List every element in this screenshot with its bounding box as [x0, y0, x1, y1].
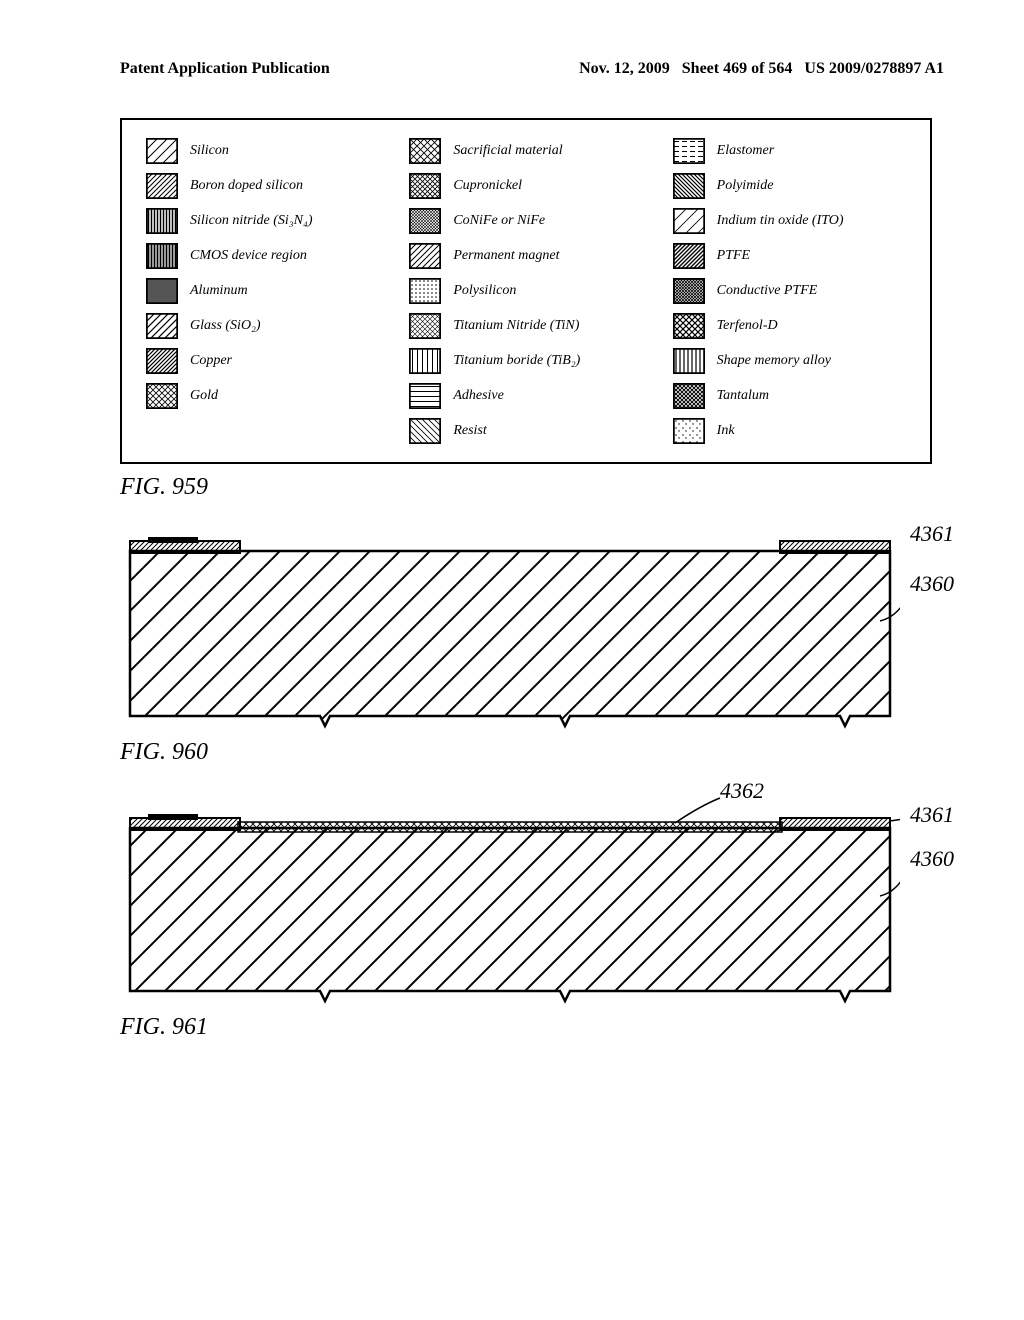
legend-swatch [146, 243, 178, 269]
legend-box: Silicon Boron doped silicon Silicon nitrid… [120, 118, 932, 464]
legend-swatch [409, 278, 441, 304]
header-left: Patent Application Publication [120, 60, 330, 78]
legend-swatch [673, 418, 705, 444]
fig-961: 4362 4361 4360 [120, 796, 900, 1006]
legend-item: Sacrificial material [409, 138, 642, 164]
legend-column: Silicon Boron doped silicon Silicon nitrid… [146, 138, 379, 444]
legend-item: Aluminum [146, 278, 379, 304]
legend-label: Elastomer [717, 143, 775, 159]
legend-item: CMOS device region [146, 243, 379, 269]
fig-960: 4361 4360 [120, 531, 900, 731]
legend-item: Gold [146, 383, 379, 409]
legend-swatch [409, 418, 441, 444]
legend-item: Copper [146, 348, 379, 374]
legend-item: Silicon nitride (Si₃N₄) [146, 208, 379, 234]
legend-item: Titanium boride (TiB₂) [409, 348, 642, 374]
legend-item: Shape memory alloy [673, 348, 906, 374]
legend-label: Copper [190, 353, 232, 369]
legend-label: Conductive PTFE [717, 283, 818, 299]
legend-label: Gold [190, 388, 218, 404]
legend-label: Ink [717, 423, 735, 439]
fig-961-label: FIG. 961 [120, 1014, 944, 1041]
callout-4360: 4360 [910, 571, 954, 597]
fig-961-svg [120, 796, 900, 1006]
legend-item: Resist [409, 418, 642, 444]
legend-label: CMOS device region [190, 248, 307, 264]
legend-swatch [673, 243, 705, 269]
legend-item: Permanent magnet [409, 243, 642, 269]
legend-label: Cupronickel [453, 178, 522, 194]
legend-label: Titanium Nitride (TiN) [453, 318, 579, 334]
legend-swatch [146, 173, 178, 199]
legend-swatch [409, 383, 441, 409]
legend-item: Polysilicon [409, 278, 642, 304]
legend-label: Shape memory alloy [717, 353, 831, 369]
header-right: Nov. 12, 2009 Sheet 469 of 564 US 2009/0… [579, 60, 944, 78]
legend-label: Adhesive [453, 388, 504, 404]
legend-item: Glass (SiO₂) [146, 313, 379, 339]
page-header: Patent Application Publication Nov. 12, … [120, 60, 944, 78]
legend-column: Elastomer Polyimide Indium tin oxide (ITO)… [673, 138, 906, 444]
legend-swatch [409, 243, 441, 269]
legend-label: Polysilicon [453, 283, 516, 299]
legend-label: Titanium boride (TiB₂) [453, 353, 580, 369]
legend-swatch [673, 313, 705, 339]
legend-item: Adhesive [409, 383, 642, 409]
legend-swatch [146, 383, 178, 409]
legend-swatch [409, 313, 441, 339]
legend-item: Terfenol-D [673, 313, 906, 339]
legend-label: Aluminum [190, 283, 248, 299]
legend-item: PTFE [673, 243, 906, 269]
legend-swatch [673, 173, 705, 199]
legend-swatch [146, 208, 178, 234]
legend-item: Polyimide [673, 173, 906, 199]
legend-item: Conductive PTFE [673, 278, 906, 304]
legend-swatch [146, 313, 178, 339]
legend-label: Permanent magnet [453, 248, 559, 264]
legend-item: Tantalum [673, 383, 906, 409]
legend-swatch [409, 348, 441, 374]
legend-swatch [673, 278, 705, 304]
legend-item: Boron doped silicon [146, 173, 379, 199]
legend-label: Sacrificial material [453, 143, 562, 159]
callout-4360b: 4360 [910, 846, 954, 872]
fig-960-label: FIG. 960 [120, 739, 944, 766]
legend-label: Glass (SiO₂) [190, 318, 261, 334]
legend-item: Cupronickel [409, 173, 642, 199]
legend-label: Resist [453, 423, 486, 439]
legend-label: PTFE [717, 248, 750, 264]
legend-item: Elastomer [673, 138, 906, 164]
legend-swatch [673, 208, 705, 234]
legend-label: Terfenol-D [717, 318, 778, 334]
legend-label: Silicon [190, 143, 229, 159]
legend-item: Indium tin oxide (ITO) [673, 208, 906, 234]
legend-swatch [409, 138, 441, 164]
legend-label: Tantalum [717, 388, 769, 404]
legend-item: Silicon [146, 138, 379, 164]
legend-item: CoNiFe or NiFe [409, 208, 642, 234]
fig-959-label: FIG. 959 [120, 474, 944, 501]
legend-swatch [146, 348, 178, 374]
legend-swatch [146, 138, 178, 164]
legend-item: Titanium Nitride (TiN) [409, 313, 642, 339]
legend-swatch [146, 278, 178, 304]
legend-label: Boron doped silicon [190, 178, 303, 194]
legend-label: Indium tin oxide (ITO) [717, 213, 844, 229]
legend-swatch [673, 348, 705, 374]
callout-4361: 4361 [910, 521, 954, 547]
fig-960-svg [120, 531, 900, 731]
legend-swatch [673, 383, 705, 409]
legend-swatch [409, 208, 441, 234]
legend-label: CoNiFe or NiFe [453, 213, 545, 229]
callout-4362: 4362 [720, 778, 764, 804]
legend-column: Sacrificial material Cupronickel CoNiFe or… [409, 138, 642, 444]
callout-4361b: 4361 [910, 802, 954, 828]
legend-label: Silicon nitride (Si₃N₄) [190, 213, 313, 229]
legend-label: Polyimide [717, 178, 774, 194]
legend-swatch [673, 138, 705, 164]
legend-swatch [409, 173, 441, 199]
legend-item: Ink [673, 418, 906, 444]
